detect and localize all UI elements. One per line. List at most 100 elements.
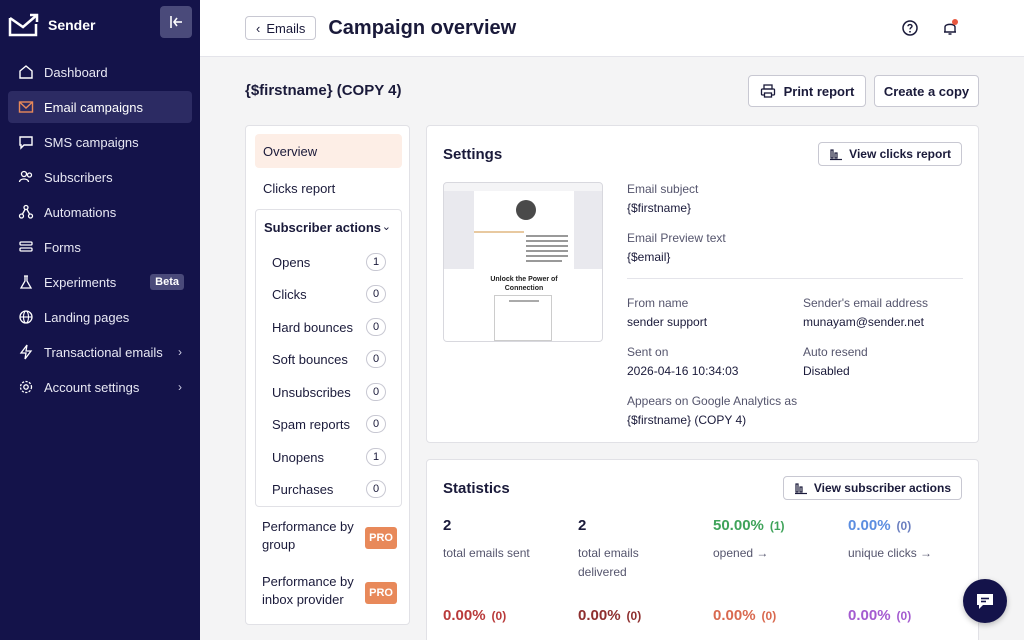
stat-value: 2 (578, 517, 587, 534)
preview-text-label: Email Preview text (627, 231, 726, 245)
preview-text-value: {$email} (627, 250, 671, 264)
support-chat-button[interactable] (963, 579, 1007, 623)
from-name-label: From name (627, 296, 689, 310)
sidebar-item-label: Account settings (44, 379, 140, 395)
submenu-label: Clicks report (263, 180, 336, 196)
action-count: 1 (366, 448, 386, 466)
stat-hard-bounces: 0.00% (0) (443, 607, 506, 624)
sidebar-item-label: Landing pages (44, 309, 130, 325)
stat-value: 0.00% (443, 607, 486, 624)
sidebar-item-email-campaigns[interactable]: Email campaigns (8, 91, 192, 123)
settings-divider (627, 278, 963, 279)
subscriber-actions-title[interactable]: Subscriber actions (264, 220, 382, 235)
action-label: Soft bounces (272, 351, 348, 367)
view-clicks-label: View clicks report (849, 147, 951, 161)
preview-logo-icon (516, 200, 536, 220)
sidebar-item-label: Subscribers (44, 169, 113, 185)
action-label: Unopens (272, 449, 325, 465)
sidebar: Sender Dashboard Email campaigns SMS cam… (0, 0, 200, 640)
sidebar-item-automations[interactable]: Automations (8, 196, 192, 228)
submenu-performance-by-group[interactable]: Performance by group PRO (262, 518, 397, 554)
logo[interactable]: Sender (8, 12, 95, 38)
forms-icon (16, 237, 36, 257)
stat-count: (0) (896, 519, 912, 533)
action-purchases[interactable]: Purchases 0 (272, 479, 386, 499)
notifications-bell-icon[interactable] (940, 18, 960, 38)
top-header: ‹ Emails Campaign overview (200, 0, 1024, 57)
sidebar-item-label: Forms (44, 239, 81, 255)
action-clicks[interactable]: Clicks 0 (272, 284, 386, 304)
help-icon[interactable] (900, 18, 920, 38)
action-hard-bounces[interactable]: Hard bounces 0 (272, 317, 386, 337)
stat-unique-clicks-link[interactable]: unique clicks → (848, 544, 932, 563)
submenu-clicks-report[interactable]: Clicks report (255, 171, 402, 205)
action-soft-bounces[interactable]: Soft bounces 0 (272, 349, 386, 369)
sidebar-item-experiments[interactable]: Experiments Beta (8, 266, 192, 298)
chevron-right-icon: › (178, 380, 182, 394)
stat-soft-bounces: 0.00% (0) (578, 607, 641, 624)
sender-email-value: munayam@sender.net (803, 315, 924, 329)
statistics-card: Statistics View subscriber actions 2 tot… (426, 459, 979, 640)
action-count: 0 (366, 480, 386, 498)
submenu-label: Overview (263, 143, 318, 159)
preview-heading-line1: Unlock the Power of (490, 276, 558, 283)
sidebar-item-landing-pages[interactable]: Landing pages (8, 301, 192, 333)
submenu-performance-by-inbox-provider[interactable]: Performance by inbox provider PRO (262, 573, 397, 609)
gear-icon (16, 377, 36, 397)
back-to-emails-button[interactable]: ‹ Emails (245, 16, 317, 40)
auto-resend-label: Auto resend (803, 345, 868, 359)
submenu-label-line1: Performance by (262, 519, 354, 534)
sidebar-nav: Dashboard Email campaigns SMS campaigns … (0, 56, 200, 403)
collapse-icon (170, 16, 182, 28)
sidebar-item-dashboard[interactable]: Dashboard (8, 56, 192, 88)
submenu-overview[interactable]: Overview (255, 134, 402, 168)
create-copy-button[interactable]: Create a copy (874, 75, 979, 107)
statistics-title: Statistics (443, 480, 510, 497)
sent-on-value: 2026-04-16 10:34:03 (627, 364, 739, 378)
chat-bubble-icon (977, 594, 993, 609)
stat-count: (0) (896, 609, 912, 623)
view-clicks-report-button[interactable]: View clicks report (818, 142, 962, 166)
sidebar-item-forms[interactable]: Forms (8, 231, 192, 263)
print-report-button[interactable]: Print report (748, 75, 866, 107)
stat-label-line1: unique clicks → (848, 546, 933, 560)
action-label: Purchases (272, 481, 334, 497)
users-icon (16, 167, 36, 187)
action-label: Unsubscribes (272, 384, 351, 400)
stat-count: (0) (491, 609, 507, 623)
sidebar-item-label: Experiments (44, 274, 117, 290)
automation-icon (16, 202, 36, 222)
stat-value: 0.00% (848, 607, 891, 624)
sidebar-item-subscribers[interactable]: Subscribers (8, 161, 192, 193)
collapse-sidebar-button[interactable] (160, 6, 192, 38)
stat-label-line2: delivered (578, 565, 627, 579)
chevron-down-icon[interactable]: ⌄ (381, 221, 391, 233)
email-preview-thumbnail[interactable]: Unlock the Power of Connection (443, 182, 603, 342)
preview-body (474, 231, 574, 269)
ga-label: Appears on Google Analytics as (627, 394, 798, 408)
stat-label-line1: total emails (578, 546, 639, 560)
action-count: 0 (366, 285, 386, 303)
preview-heading: Unlock the Power of Connection (444, 275, 602, 293)
mail-icon (16, 97, 36, 117)
action-label: Hard bounces (272, 319, 353, 335)
action-label: Clicks (272, 286, 307, 302)
action-spam-reports[interactable]: Spam reports 0 (272, 414, 386, 434)
sidebar-item-account-settings[interactable]: Account settings › (8, 371, 192, 403)
sidebar-item-transactional-emails[interactable]: Transactional emails › (8, 336, 192, 368)
sender-logo-icon (8, 13, 39, 37)
submenu-label-line2: group (262, 537, 296, 552)
stat-count: (0) (626, 609, 642, 623)
chevron-left-icon: ‹ (256, 20, 261, 36)
action-opens[interactable]: Opens 1 (272, 252, 386, 272)
sidebar-item-sms-campaigns[interactable]: SMS campaigns (8, 126, 192, 158)
action-unopens[interactable]: Unopens 1 (272, 447, 386, 467)
brand-name: Sender (48, 17, 96, 33)
print-report-label: Print report (783, 83, 855, 99)
stat-total-delivered: 2 (578, 517, 586, 534)
preview-section: Unlock the Power of Connection (444, 269, 602, 341)
stat-opened-link[interactable]: opened → (713, 544, 768, 563)
stat-value: 50.00% (713, 517, 764, 534)
action-unsubscribes[interactable]: Unsubscribes 0 (272, 382, 386, 402)
view-subscriber-actions-button[interactable]: View subscriber actions (782, 476, 962, 500)
